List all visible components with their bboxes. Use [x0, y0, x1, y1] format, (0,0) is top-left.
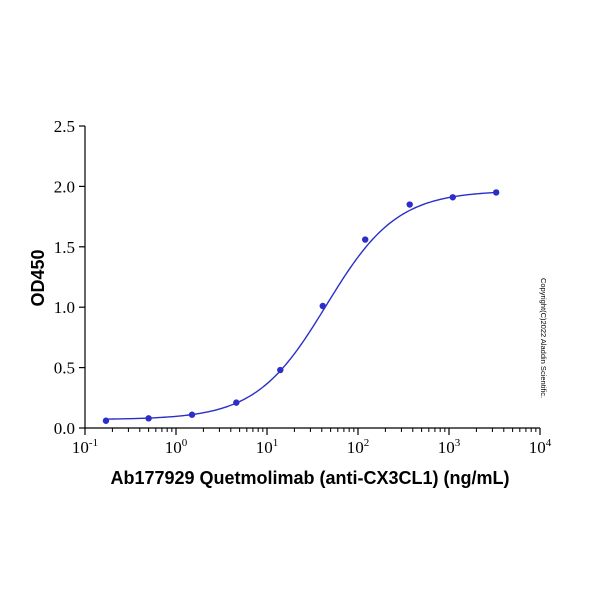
y-tick-label: 1.0 — [54, 298, 75, 317]
y-tick-label: 0.5 — [54, 359, 75, 378]
y-tick-label: 0.0 — [54, 419, 75, 438]
y-axis-title: OD450 — [28, 249, 48, 306]
x-tick-label: 101 — [256, 437, 279, 457]
fit-curve — [105, 191, 497, 420]
data-point — [233, 399, 240, 406]
data-point — [492, 189, 500, 196]
data-point — [102, 417, 110, 424]
x-tick-label: 104 — [529, 437, 552, 457]
x-axis-ticks: 10-1 100 101 102 103 104 — [72, 428, 552, 457]
x-tick-label: 103 — [438, 437, 461, 457]
fit-curve-group — [105, 191, 497, 420]
data-point — [406, 201, 413, 208]
data-points — [102, 189, 500, 424]
copyright-annotation: Copyright(C)2022 Aladdin Scientific. — [539, 278, 548, 398]
x-axis-title: Ab177929 Quetmolimab (anti-CX3CL1) (ng/m… — [110, 468, 509, 488]
axes — [84, 126, 540, 429]
x-tick-label: 100 — [165, 437, 188, 457]
data-point — [449, 194, 456, 201]
x-tick-label: 102 — [347, 437, 370, 457]
data-point — [145, 415, 152, 422]
y-tick-label: 2.0 — [54, 177, 75, 196]
y-tick-label: 2.5 — [54, 117, 75, 136]
y-axis-ticks: 0.0 0.5 1.0 1.5 2.0 2.5 — [54, 117, 85, 438]
data-point — [188, 411, 196, 418]
y-tick-label: 1.5 — [54, 238, 75, 257]
x-tick-label: 10-1 — [72, 437, 98, 457]
data-point — [277, 366, 284, 374]
data-point — [362, 236, 369, 243]
data-point — [319, 302, 326, 310]
